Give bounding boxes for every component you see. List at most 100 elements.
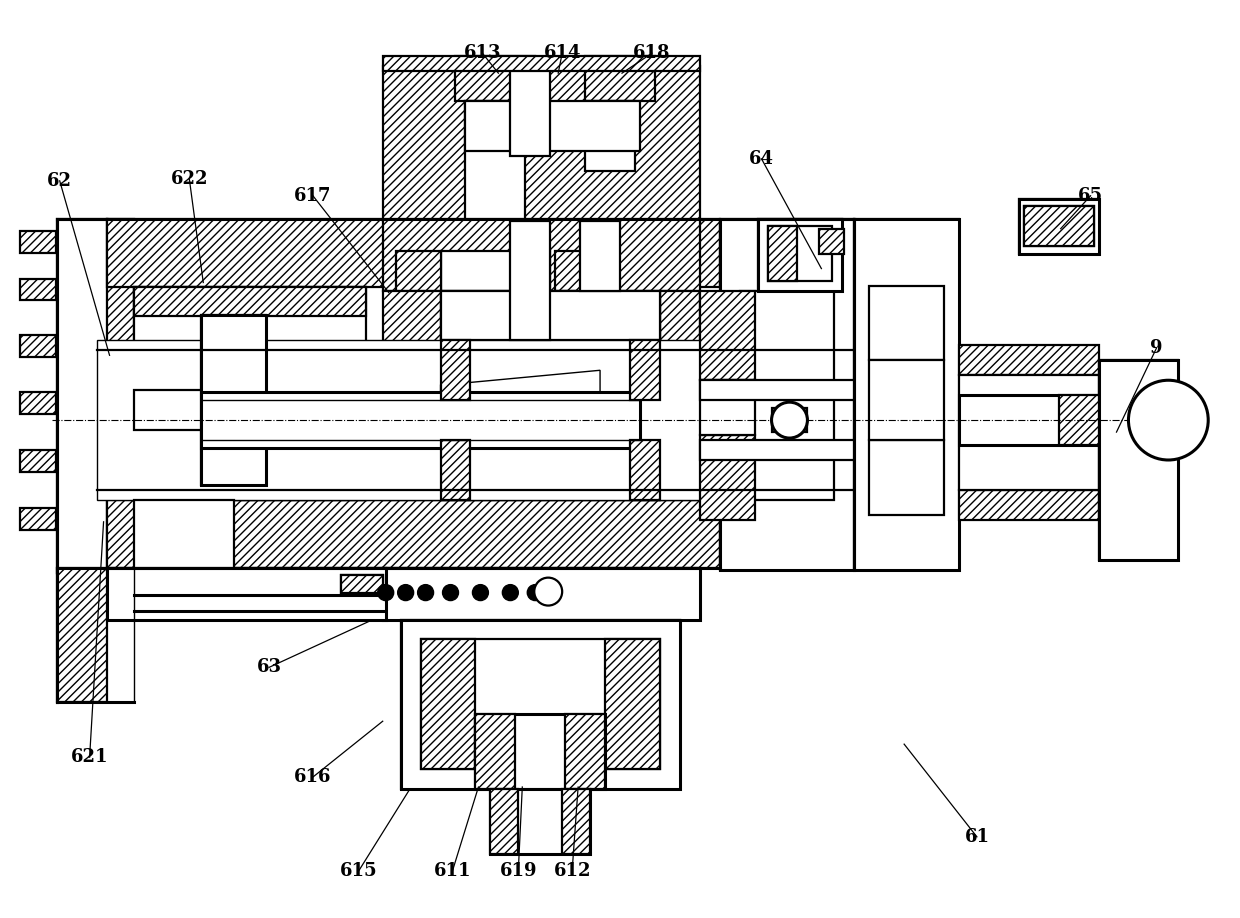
Bar (959, 395, 1158, 445)
Bar (134, 286, 366, 317)
Bar (465, 101, 640, 151)
Text: 9: 9 (1151, 340, 1163, 357)
Bar (57, 567, 107, 702)
Text: 617: 617 (294, 186, 331, 205)
Bar (475, 714, 516, 789)
Bar (490, 789, 518, 854)
Bar (341, 575, 383, 593)
Circle shape (534, 577, 562, 606)
Bar (699, 440, 854, 460)
Text: 62: 62 (47, 172, 72, 190)
Bar (440, 290, 660, 341)
Bar (565, 714, 605, 789)
Circle shape (771, 402, 807, 438)
Bar (556, 251, 600, 290)
Bar (511, 220, 551, 341)
Bar (20, 392, 56, 414)
Bar (20, 335, 56, 357)
Bar (719, 218, 854, 570)
Bar (699, 380, 755, 435)
Bar (341, 575, 383, 593)
Bar (383, 218, 699, 290)
Bar (869, 360, 944, 440)
Bar (107, 567, 386, 620)
Bar (134, 500, 234, 567)
Bar (201, 316, 267, 485)
Bar (768, 226, 797, 281)
Bar (511, 66, 551, 156)
Bar (854, 218, 959, 570)
Bar (383, 56, 699, 72)
Bar (699, 290, 755, 380)
Bar (57, 218, 107, 573)
Bar (771, 409, 807, 432)
Text: 611: 611 (434, 862, 471, 879)
Bar (1024, 206, 1094, 246)
Circle shape (472, 585, 489, 600)
Text: 621: 621 (71, 748, 108, 767)
Bar (401, 620, 680, 789)
Bar (440, 341, 660, 500)
Bar (401, 620, 680, 789)
Text: 63: 63 (257, 658, 281, 677)
Bar (383, 290, 440, 500)
Bar (758, 218, 842, 290)
Bar (440, 440, 470, 500)
Bar (20, 278, 56, 300)
Bar (440, 341, 470, 400)
Circle shape (1128, 380, 1208, 460)
Text: 618: 618 (634, 44, 671, 62)
Bar (719, 218, 854, 570)
Bar (20, 508, 56, 530)
Bar (107, 567, 386, 620)
Bar (1099, 360, 1178, 560)
Bar (820, 229, 844, 253)
Bar (201, 316, 267, 485)
Bar (134, 470, 366, 500)
Bar (20, 230, 56, 252)
Bar (630, 440, 660, 500)
Bar (768, 226, 832, 281)
Bar (854, 218, 959, 570)
Text: 622: 622 (171, 170, 208, 188)
Bar (580, 220, 620, 290)
Circle shape (527, 585, 543, 600)
Text: 616: 616 (294, 768, 331, 786)
Bar (1019, 199, 1099, 253)
Bar (383, 66, 699, 220)
Text: 64: 64 (749, 150, 774, 168)
Text: 61: 61 (965, 828, 990, 845)
Bar (97, 341, 854, 500)
Text: 614: 614 (543, 44, 580, 62)
Polygon shape (440, 370, 600, 395)
Bar (959, 375, 1099, 490)
Bar (383, 567, 699, 620)
Bar (201, 392, 640, 448)
Circle shape (443, 585, 459, 600)
Bar (107, 218, 134, 573)
Bar (869, 285, 944, 360)
Text: 65: 65 (1078, 186, 1104, 205)
Bar (440, 290, 660, 341)
Bar (107, 500, 719, 567)
Bar (562, 789, 590, 854)
Bar (660, 290, 699, 500)
Bar (20, 450, 56, 472)
Circle shape (378, 585, 393, 600)
Bar (758, 218, 842, 290)
Bar (1059, 395, 1158, 445)
Bar (605, 640, 660, 769)
Bar (630, 341, 660, 400)
Bar (134, 286, 366, 500)
Circle shape (502, 585, 518, 600)
Text: 612: 612 (553, 862, 591, 879)
Bar (107, 218, 719, 286)
Bar (465, 101, 526, 220)
Circle shape (418, 585, 434, 600)
Bar (699, 380, 854, 400)
Bar (57, 218, 107, 573)
Bar (1099, 360, 1178, 560)
Bar (869, 440, 944, 515)
Bar (420, 640, 475, 769)
Bar (490, 789, 590, 854)
